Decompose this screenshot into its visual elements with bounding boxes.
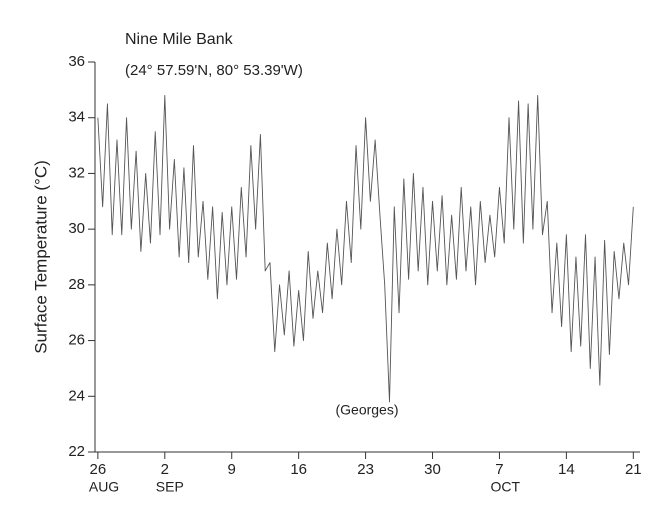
y-tick-label: 24 <box>68 387 85 404</box>
y-tick-label: 22 <box>68 443 85 460</box>
x-tick-label: 2 <box>161 461 169 478</box>
month-label: OCT <box>490 479 520 495</box>
y-tick-label: 28 <box>68 276 85 293</box>
chart-subtitle: (24° 57.59'N, 80° 53.39'W) <box>125 62 303 79</box>
x-tick-label: 26 <box>90 461 107 478</box>
y-tick-label: 30 <box>68 220 85 237</box>
temperature-line <box>97 94 634 403</box>
y-tick-label: 32 <box>68 164 85 181</box>
month-label: AUG <box>89 479 119 495</box>
chart-title: Nine Mile Bank <box>125 31 234 48</box>
y-tick-label: 34 <box>68 109 85 126</box>
y-tick-label: 36 <box>68 53 85 70</box>
month-label: SEP <box>156 479 184 495</box>
x-tick-label: 14 <box>558 461 575 478</box>
x-tick-label: 21 <box>625 461 642 478</box>
x-tick-label: 30 <box>424 461 441 478</box>
y-axis-label: Surface Temperature (°C) <box>31 160 50 354</box>
y-tick-label: 26 <box>68 332 85 349</box>
annotation: (Georges) <box>335 402 398 418</box>
x-tick-label: 7 <box>495 461 503 478</box>
x-tick-label: 16 <box>290 461 307 478</box>
x-tick-label: 23 <box>357 461 374 478</box>
x-tick-label: 9 <box>228 461 236 478</box>
